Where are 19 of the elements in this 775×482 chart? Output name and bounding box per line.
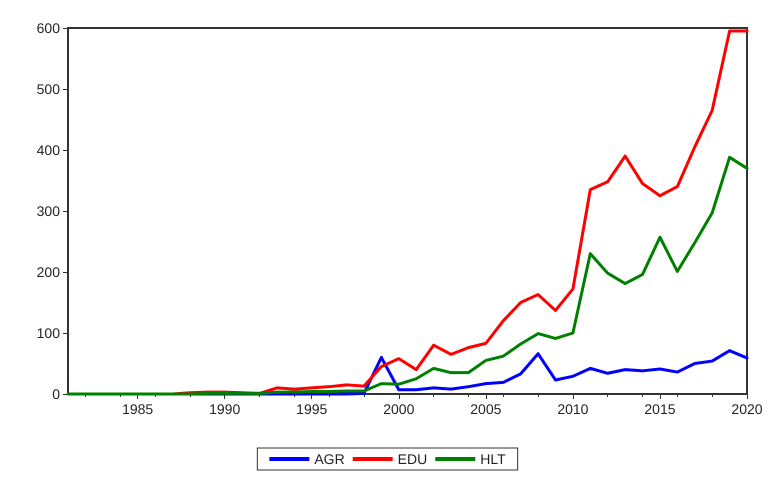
y-tick-label: 300 bbox=[36, 203, 60, 219]
legend-label: HLT bbox=[480, 451, 506, 467]
x-tick-label: 2000 bbox=[383, 401, 415, 417]
y-tick-label: 600 bbox=[36, 20, 60, 36]
legend-label: EDU bbox=[398, 451, 428, 467]
y-tick-label: 200 bbox=[36, 264, 60, 280]
x-tick-label: 2005 bbox=[470, 401, 502, 417]
y-tick-label: 400 bbox=[36, 142, 60, 158]
line-series bbox=[66, 156, 748, 396]
y-tick-label: 500 bbox=[36, 81, 60, 97]
y-tick-label: 0 bbox=[52, 386, 60, 402]
legend-label: AGR bbox=[314, 451, 345, 467]
x-tick-label: 2015 bbox=[644, 401, 676, 417]
x-tick-label: 1990 bbox=[209, 401, 240, 417]
x-tick-label: 2010 bbox=[557, 401, 589, 417]
x-tick-label: 2020 bbox=[731, 401, 763, 417]
x-tick-label: 1985 bbox=[122, 401, 154, 417]
x-tick-label: 1995 bbox=[296, 401, 328, 417]
y-tick-label: 100 bbox=[36, 325, 60, 341]
